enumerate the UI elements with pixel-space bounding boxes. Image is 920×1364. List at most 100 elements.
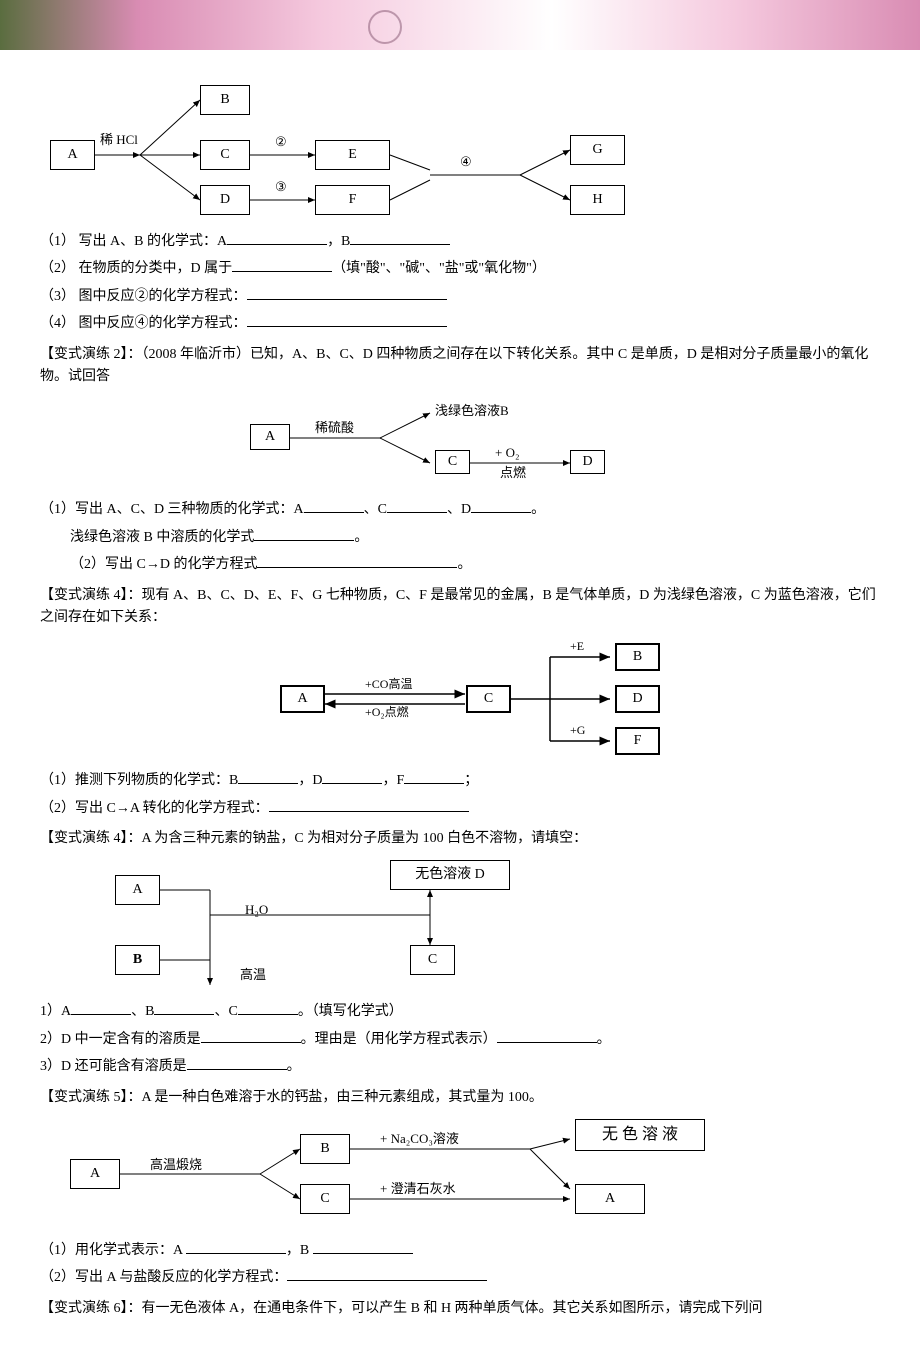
d1-q2: （2） 在物质的分类中，D 属于 （填"酸"、"碱"、"盐"或"氧化物"） xyxy=(40,257,880,280)
ex2-q1: （1）写出 A、C、D 三种物质的化学式：A、C、D。 xyxy=(40,498,880,521)
node-A: A xyxy=(50,140,95,170)
ex4a-o2: +O₂点燃 xyxy=(365,703,409,722)
ex4b-node-A: A xyxy=(115,875,160,905)
ex4a-node-D: D xyxy=(615,685,660,713)
d1-q4: （4） 图中反应④的化学方程式： xyxy=(40,312,880,335)
node-B: B xyxy=(200,85,250,115)
ex6-title: 【变式演练 6】：有一无色液体 A，在通电条件下，可以产生 B 和 H 两种单质… xyxy=(40,1298,880,1320)
ex5-node-A2: A xyxy=(575,1184,645,1214)
blank xyxy=(238,769,298,784)
blank xyxy=(471,498,531,513)
node-G: G xyxy=(570,135,625,165)
diagram-4b: A B H₂O 高温 无色溶液 D C xyxy=(90,860,640,990)
ex4a-node-A: A xyxy=(280,685,325,713)
ex5-calcine: 高温煅烧 xyxy=(150,1155,202,1176)
ex2-q1-l2-text: 浅绿色溶液 B 中溶质的化学式 xyxy=(70,530,254,545)
ex5-q2: （2）写出 A 与盐酸反应的化学方程式： xyxy=(40,1266,880,1289)
ex5-node-colorless: 无 色 溶 液 xyxy=(575,1119,705,1151)
ex5-node-A: A xyxy=(70,1159,120,1189)
blank xyxy=(269,797,469,812)
ex2-node-D: D xyxy=(570,450,605,474)
blank xyxy=(404,769,464,784)
blank xyxy=(154,1000,214,1015)
ex5-q1-text: （1）用化学式表示：A xyxy=(40,1243,182,1258)
label-r2: ② xyxy=(275,132,287,153)
blank xyxy=(287,1266,487,1281)
ex2-ignite: 点燃 xyxy=(500,463,526,484)
ex5-na2co3: + Na₂CO₃溶液 xyxy=(380,1129,459,1150)
ex2-q2end: 。 xyxy=(457,557,471,572)
d1-q2b: （填"酸"、"碱"、"盐"或"氧化物"） xyxy=(332,261,546,276)
ex5-q1b: ，B xyxy=(286,1243,309,1258)
blank xyxy=(257,553,457,568)
label-r3: ③ xyxy=(275,177,287,198)
ex2-o2: + O₂ xyxy=(495,443,520,464)
ex4a-q1-text: （1）推测下列物质的化学式：B xyxy=(40,773,238,788)
d1-q3-text: （3） 图中反应②的化学方程式： xyxy=(40,289,247,304)
ex2-node-C: C xyxy=(435,450,470,474)
blank xyxy=(350,230,450,245)
blank xyxy=(187,1055,287,1070)
document-content: A B C D E F G H 稀 HCl ② ③ ④ （1） 写出 A、B 的… xyxy=(0,50,920,1364)
blank xyxy=(254,526,354,541)
diagram-4a: A +CO高温 +O₂点燃 C +E +G B D F xyxy=(270,639,720,759)
blank xyxy=(497,1028,597,1043)
ex5-q1: （1）用化学式表示：A ，B xyxy=(40,1239,880,1262)
d1-q1b: ，B xyxy=(327,234,350,249)
ex2-q1-text: （1）写出 A、C、D 三种物质的化学式：A xyxy=(40,502,304,517)
ex4b-q3end: 。 xyxy=(287,1059,301,1074)
d1-q1: （1） 写出 A、B 的化学式：A ，B xyxy=(40,230,880,253)
ex4a-node-F: F xyxy=(615,727,660,755)
ex2-title: 【变式演练 2】：（2008 年临沂市）已知，A、B、C、D 四种物质之间存在以… xyxy=(40,344,880,389)
ex2-q1end: 。 xyxy=(531,502,545,517)
ex4a-node-C: C xyxy=(466,685,511,713)
ex5-node-C: C xyxy=(300,1184,350,1214)
ex4a-e: +E xyxy=(570,637,584,656)
ex4a-g: +G xyxy=(570,721,585,740)
blank xyxy=(247,285,447,300)
diagram-4b-arrows xyxy=(90,860,640,990)
ex2-q2-text: （2）写出 C→D 的化学方程式 xyxy=(70,557,257,572)
node-C: C xyxy=(200,140,250,170)
ex2-B: 浅绿色溶液B xyxy=(435,401,509,422)
label-hcl: 稀 HCl xyxy=(100,130,138,151)
ex4b-q1: 1）A 、B 、C 。（填写化学式） xyxy=(40,1000,880,1023)
ex4a-node-B: B xyxy=(615,643,660,671)
ex4a-q1end: ； xyxy=(464,773,478,788)
ex4a-title: 【变式演练 4】：现有 A、B、C、D、E、F、G 七种物质，C、F 是最常见的… xyxy=(40,585,880,630)
ex4b-q1b: 、B xyxy=(131,1004,154,1019)
ex4b-q2end: 。 xyxy=(597,1032,611,1047)
ex4b-h2o: H₂O xyxy=(245,900,268,921)
blank xyxy=(232,257,332,272)
diagram-1-arrows xyxy=(40,70,740,220)
d1-q1-text: （1） 写出 A、B 的化学式：A xyxy=(40,234,227,249)
ex4b-q2: 2）D 中一定含有的溶质是 。理由是（用化学方程式表示） 。 xyxy=(40,1028,880,1051)
blank xyxy=(227,230,327,245)
ex4b-q2-text: 2）D 中一定含有的溶质是 xyxy=(40,1032,201,1047)
blank xyxy=(304,498,364,513)
ex4a-co: +CO高温 xyxy=(365,675,412,694)
ex4b-hitemp: 高温 xyxy=(240,965,266,986)
ex4b-q1c: 、C xyxy=(214,1004,237,1019)
ex5-lime: + 澄清石灰水 xyxy=(380,1179,456,1200)
ex4b-title: 【变式演练 4】：A 为含三种元素的钠盐，C 为相对分子质量为 100 白色不溶… xyxy=(40,828,880,850)
blank xyxy=(238,1000,298,1015)
blank xyxy=(201,1028,301,1043)
ex2-q1-l2-end: 。 xyxy=(354,530,368,545)
ex2-mid: 稀硫酸 xyxy=(315,418,354,439)
ex4a-q1d: ，D xyxy=(298,773,322,788)
ex4b-node-D: 无色溶液 D xyxy=(390,860,510,890)
blank xyxy=(322,769,382,784)
ex2-q2: （2）写出 C→D 的化学方程式 。 xyxy=(40,553,880,576)
ex4b-node-B: B xyxy=(115,945,160,975)
ex4b-q1-text: 1）A xyxy=(40,1004,71,1019)
blank xyxy=(247,312,447,327)
ex4b-q3-text: 3）D 还可能含有溶质是 xyxy=(40,1059,187,1074)
ex5-node-B: B xyxy=(300,1134,350,1164)
header-decoration xyxy=(0,0,920,50)
ex4b-q2mid: 。理由是（用化学方程式表示） xyxy=(301,1032,497,1047)
d1-q2-text: （2） 在物质的分类中，D 属于 xyxy=(40,261,232,276)
node-D: D xyxy=(200,185,250,215)
ex4b-q1end: 。（填写化学式） xyxy=(298,1004,403,1019)
ex2-q1d: 、D xyxy=(447,502,471,517)
